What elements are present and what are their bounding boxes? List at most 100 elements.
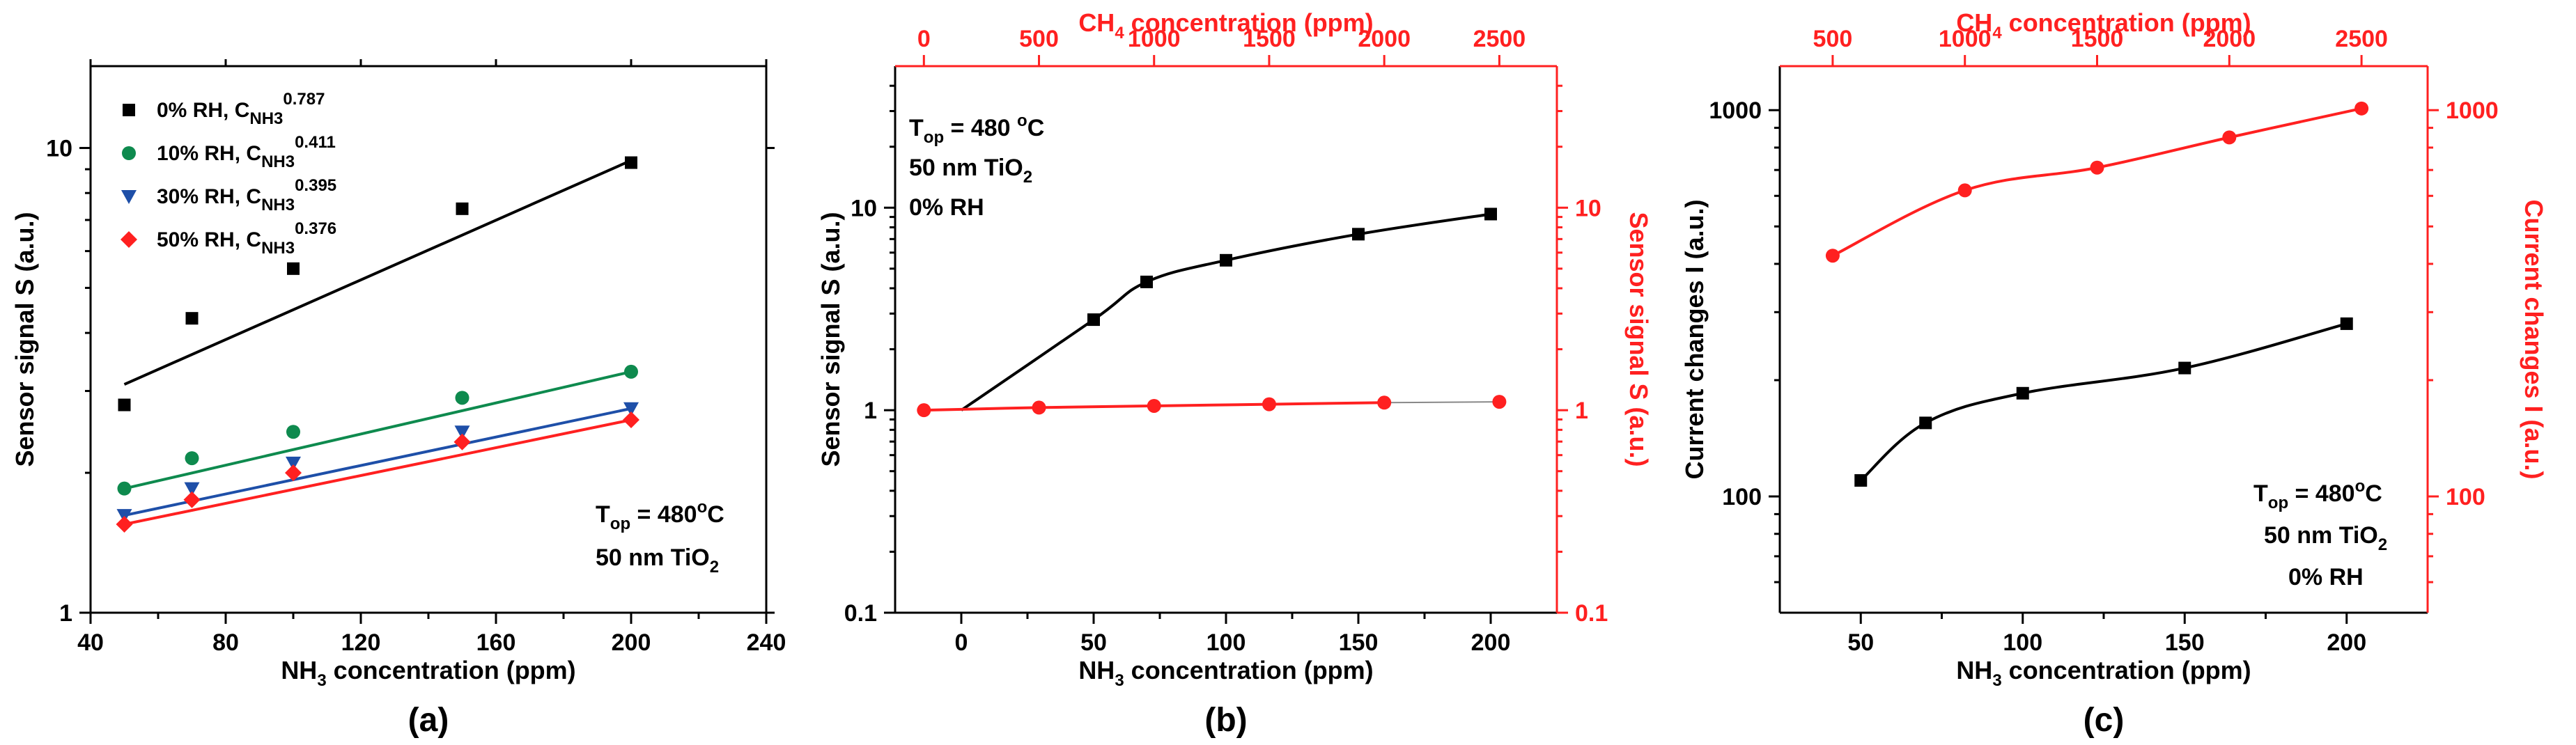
x-tick-label-a: 240: [747, 629, 786, 656]
y2-tick-label-c: 100: [2446, 484, 2485, 510]
y-axis-label-a: Sensor signal S (a.u.): [10, 212, 39, 466]
data-point-3: [623, 411, 639, 429]
annotation-material-c: 50 nm TiO2: [2264, 522, 2387, 554]
panel-label-c: (c): [2084, 702, 2125, 739]
panel-label-a: (a): [408, 702, 449, 739]
series-line-nh3-b: [960, 212, 1491, 411]
data-point-0: [456, 202, 469, 215]
y-axis-label-b: Sensor signal S (a.u.): [816, 212, 845, 466]
x2-tick-label-b: 0: [917, 26, 931, 52]
data-point-ch4-b: [1492, 395, 1507, 409]
data-point-nh3-b: [1140, 275, 1153, 288]
annotation-temperature-a: Top = 480oC: [596, 498, 724, 533]
data-point-1: [286, 425, 300, 439]
data-point-nh3-c: [1854, 474, 1868, 487]
data-point-ch4-c: [2222, 130, 2237, 145]
x-tick-label-b: 50: [1080, 629, 1107, 656]
x2-tick-label-b: 1000: [1128, 26, 1181, 52]
fit-line-0: [123, 159, 632, 386]
data-point-nh3-b: [1352, 228, 1365, 241]
x2-tick-label-b: 1500: [1243, 26, 1296, 52]
data-point-nh3-b: [1087, 313, 1100, 327]
chart-panel-c: 50 100 150 200 500 1000 1500 2000 2500 100 1000 100…: [1680, 8, 2548, 739]
data-point-ch4-c: [2090, 160, 2104, 175]
x2-tick-label-b: 2500: [1473, 26, 1526, 52]
y-tick-label-b: 1: [864, 398, 877, 424]
data-point-2: [286, 456, 301, 471]
x-tick-label-b: 0: [955, 629, 968, 656]
x-tick-label-a: 40: [77, 629, 104, 656]
x2-tick-label-b: 2000: [1358, 26, 1411, 52]
data-point-ch4-c: [2354, 101, 2369, 116]
fit-line-3: [124, 418, 632, 526]
y-tick-label-b: 0.1: [844, 600, 877, 627]
x-tick-label-b: 200: [1471, 629, 1511, 656]
x-tick-label-c: 200: [2327, 629, 2366, 656]
data-point-ch4-c: [1957, 183, 1972, 198]
data-point-3: [453, 433, 471, 450]
chart-panel-b: 0 50 100 150 2000 500 1000 1500 2000 25000.11100.…: [816, 8, 1653, 739]
data-point-3: [183, 491, 201, 508]
x2-tick-label-c: 2000: [2203, 26, 2256, 52]
x-tick-label-c: 100: [2003, 629, 2042, 656]
annotation-humidity-c: 0% RH: [2288, 564, 2364, 590]
y2-axis-label-c: Current changes I (a.u.): [2520, 199, 2548, 479]
y-tick-label-b: 10: [851, 195, 877, 221]
data-point-0: [287, 262, 300, 275]
legend-marker-2: [121, 190, 137, 204]
data-point-3: [285, 464, 302, 482]
x2-tick-label-b: 500: [1019, 26, 1059, 52]
data-point-nh3-b: [1484, 207, 1497, 221]
y2-tick-label-b: 1: [1575, 398, 1588, 424]
x-tick-label-a: 80: [212, 629, 239, 656]
x-axis-label-b: NH3 concentration (ppm): [1078, 656, 1373, 690]
y-tick-label-c: 100: [1722, 484, 1762, 510]
x-tick-label-a: 200: [612, 629, 651, 656]
x-tick-label-a: 160: [476, 629, 516, 656]
legend-entry-0: 0% RH, CNH30.787: [157, 90, 325, 128]
x-tick-label-b: 100: [1206, 629, 1246, 656]
y-tick-label-a: 1: [59, 600, 72, 627]
data-point-2: [623, 402, 639, 416]
x2-axis-label-c: CH4 concentration (ppm): [1956, 8, 2251, 42]
y-tick-label-c: 1000: [1709, 97, 1762, 124]
annotation-humidity-b: 0% RH: [909, 194, 984, 221]
legend-entry-3: 50% RH, CNH30.376: [157, 219, 336, 258]
x2-axis-label-b: CH4 concentration (ppm): [1078, 8, 1373, 42]
data-point-nh3-c: [1919, 416, 1932, 430]
data-point-2: [184, 482, 200, 496]
data-point-nh3-c: [2016, 386, 2029, 400]
y-axis-label-c: Current changes I (a.u.): [1680, 199, 1709, 479]
data-point-0: [625, 156, 637, 169]
legend-marker-3: [121, 231, 137, 248]
data-point-1: [624, 364, 638, 379]
data-point-nh3-c: [2340, 317, 2353, 330]
data-point-ch4-b: [1262, 397, 1276, 411]
data-point-2: [454, 425, 470, 440]
data-point-ch4-b: [1032, 400, 1046, 415]
annotation-temperature-c: Top = 480oC: [2253, 477, 2382, 512]
x-axis-label-c: NH3 concentration (ppm): [1956, 656, 2251, 690]
data-point-ch4-c: [1825, 249, 1840, 263]
data-point-nh3-b: [1220, 253, 1232, 267]
chart-panel-a: 40 80 120 160 200 240 1 10 Sensor signal S (a.u.…: [10, 59, 786, 739]
y2-tick-label-c: 1000: [2446, 97, 2499, 124]
x2-tick-label-c: 1500: [2071, 26, 2124, 52]
annotation-material-a: 50 nm TiO2: [596, 544, 719, 577]
fit-line-2: [124, 407, 632, 517]
x-tick-label-c: 50: [1847, 629, 1874, 656]
annotation-temperature-b: Top = 480 oC: [909, 111, 1044, 147]
data-point-nh3-c: [2178, 361, 2191, 375]
data-point-ch4-b: [917, 403, 931, 418]
panel-label-b: (b): [1204, 702, 1247, 739]
x2-tick-label-c: 1000: [1939, 26, 1992, 52]
y-tick-label-a: 10: [46, 136, 72, 162]
y2-tick-label-b: 10: [1575, 195, 1601, 221]
data-point-ch4-b: [1147, 398, 1161, 413]
y2-axis-label-b: Sensor signal S (a.u.): [1624, 212, 1653, 466]
x2-tick-label-c: 500: [1813, 26, 1853, 52]
data-point-1: [455, 391, 470, 405]
data-point-1: [117, 481, 132, 496]
legend-entry-1: 10% RH, CNH30.411: [157, 133, 336, 171]
